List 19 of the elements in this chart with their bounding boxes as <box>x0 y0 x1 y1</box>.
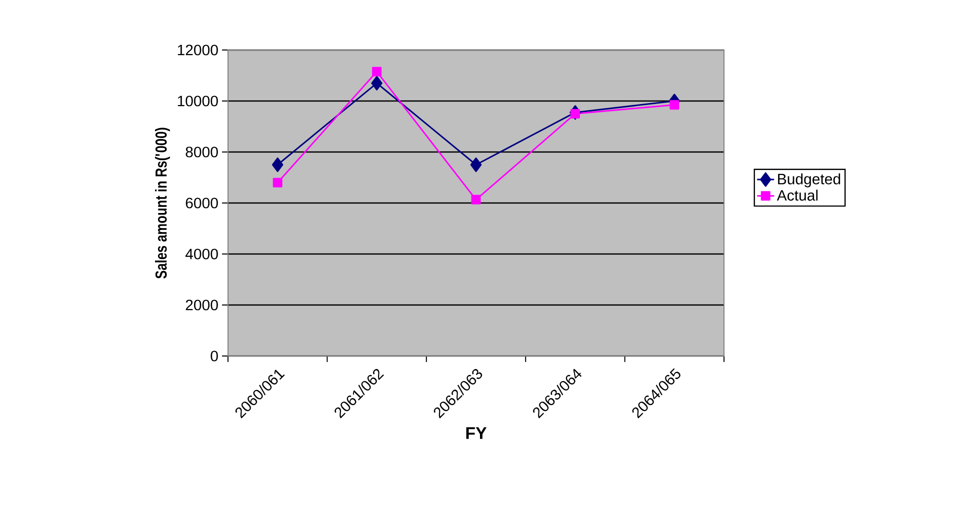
legend-label: Actual <box>776 190 818 201</box>
y-tick-label: 0 <box>210 350 218 362</box>
legend-label: Budgeted <box>778 173 840 188</box>
point <box>371 76 382 90</box>
point <box>272 178 282 188</box>
y-tick-label: 12000 <box>178 44 218 56</box>
y-tick-label: 2000 <box>186 300 218 310</box>
point <box>471 194 481 204</box>
y-tick-label: 10000 <box>178 96 218 106</box>
x-axis-title: FY <box>466 427 487 439</box>
point <box>470 157 482 172</box>
point <box>570 108 580 118</box>
point <box>372 66 382 76</box>
y-tick-label: 4000 <box>185 248 218 260</box>
point <box>670 100 680 110</box>
y-axis-title: Sales amount in Rs('000) <box>155 128 170 279</box>
point <box>272 157 284 172</box>
y-tick-label: 8000 <box>186 146 218 158</box>
y-tick-label: 6000 <box>186 198 218 208</box>
